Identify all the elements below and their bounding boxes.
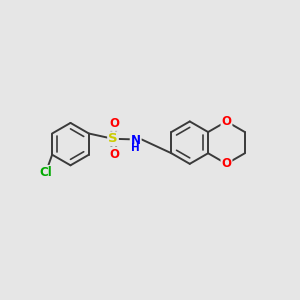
Text: O: O [221, 115, 232, 128]
Text: Cl: Cl [39, 166, 52, 179]
Text: N: N [131, 134, 141, 147]
Text: O: O [110, 148, 119, 160]
Text: H: H [131, 142, 140, 153]
Text: S: S [108, 132, 118, 145]
Text: O: O [221, 157, 232, 170]
Text: O: O [110, 117, 119, 130]
